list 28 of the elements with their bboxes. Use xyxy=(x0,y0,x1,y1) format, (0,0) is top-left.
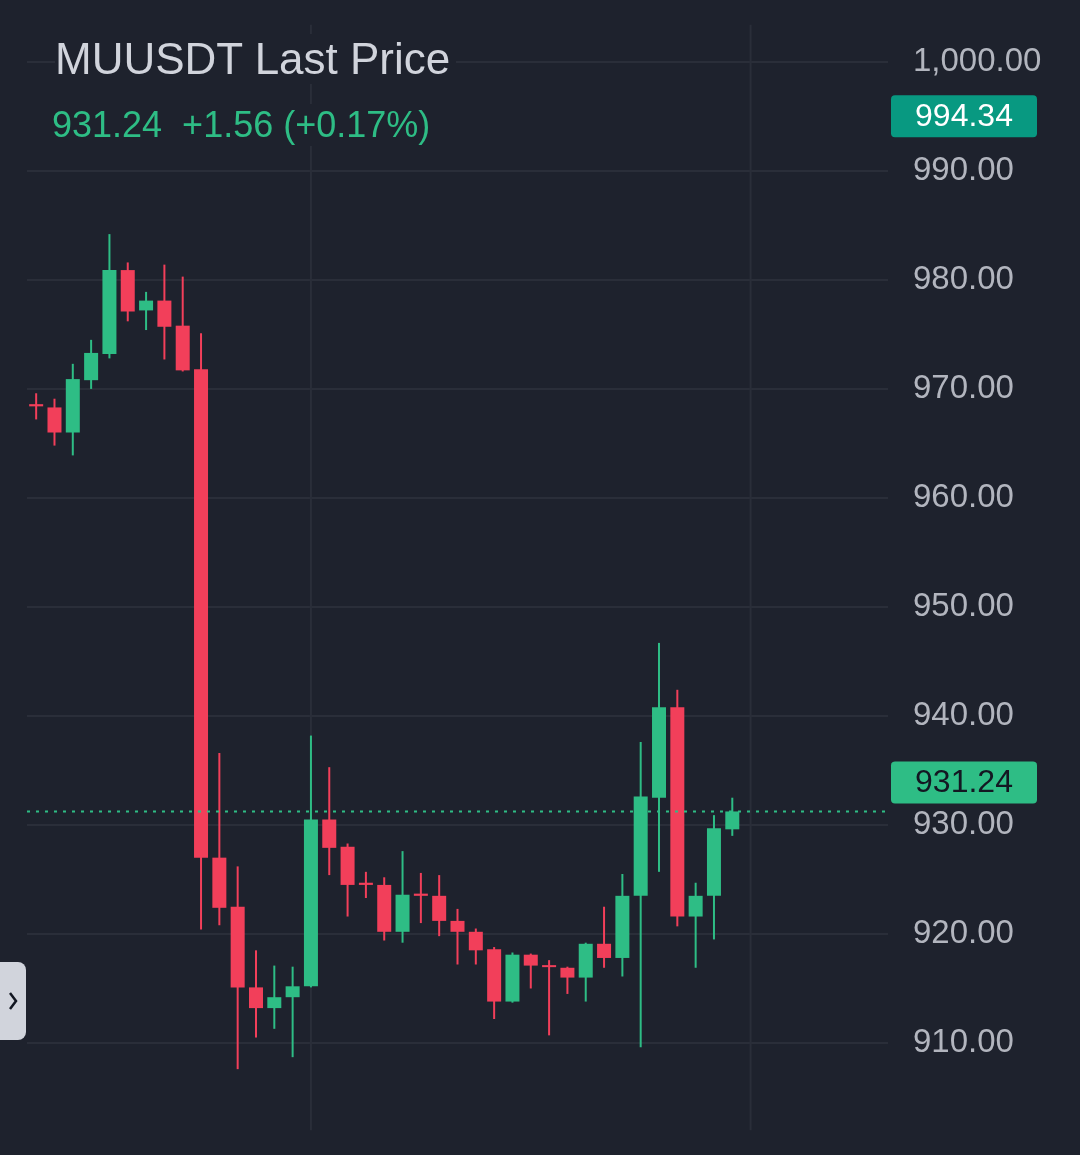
candlestick xyxy=(248,949,263,1039)
candlestick xyxy=(285,965,300,1059)
text: 994.34 xyxy=(915,97,1013,134)
y-tick-label: 930.00 xyxy=(913,804,1014,842)
candlestick xyxy=(450,907,465,966)
y-tick-label: 940.00 xyxy=(913,695,1014,733)
y-tick-label: 920.00 xyxy=(913,913,1014,951)
candlestick xyxy=(523,952,538,990)
y-tick-label: 950.00 xyxy=(913,586,1014,624)
ref-line-label: 931.24 xyxy=(915,763,1013,800)
candlestick xyxy=(267,964,282,1030)
candlestick xyxy=(468,927,483,966)
candlestick xyxy=(542,959,557,1037)
y-tick-label: 990.00 xyxy=(913,149,1014,187)
y-tick-label: 910.00 xyxy=(913,1022,1014,1060)
candlestick xyxy=(560,965,575,995)
candlestick xyxy=(29,392,44,421)
candlestick xyxy=(413,871,428,925)
candlestick xyxy=(358,870,373,899)
y-tick-label: 1,000.00 xyxy=(913,40,1042,78)
candlestick xyxy=(139,290,154,332)
candlestick xyxy=(597,905,612,969)
y-tick-label: 970.00 xyxy=(913,368,1014,405)
text: 931.24 +1.56 (+0.17%) xyxy=(52,104,431,146)
y-tick-label: 980.00 xyxy=(913,258,1014,296)
y-tick-label: 960.00 xyxy=(913,477,1014,515)
candlestick xyxy=(688,881,703,969)
chart-title: MUUSDT Last Price xyxy=(55,34,457,84)
